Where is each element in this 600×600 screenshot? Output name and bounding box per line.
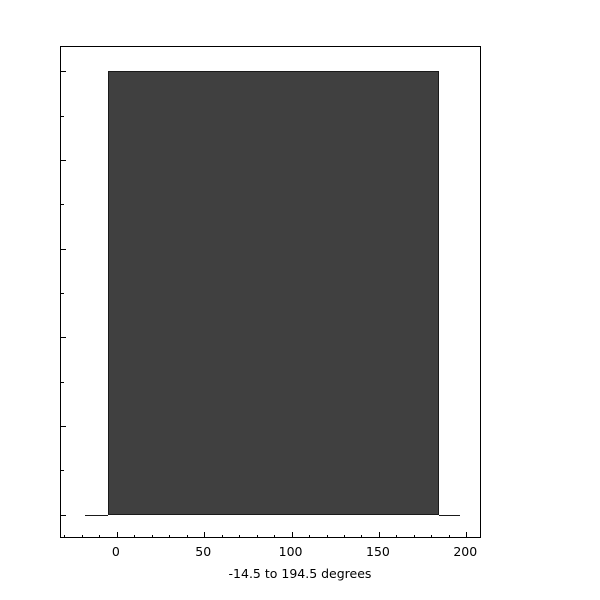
x-axis-minor-tick [81, 534, 83, 538]
x-axis-minor-tick [186, 534, 188, 538]
x-axis-minor-tick [256, 534, 258, 538]
x-axis-minor-tick [151, 534, 153, 538]
x-axis-tick-label: 0 [111, 544, 120, 559]
y-axis-minor-tick [60, 470, 64, 472]
x-axis-minor-tick [343, 534, 345, 538]
x-axis-minor-tick [413, 534, 415, 538]
y-axis-major-tick [60, 514, 66, 516]
y-axis-major-tick [60, 160, 66, 162]
x-axis-minor-tick [448, 534, 450, 538]
x-axis-minor-tick [431, 534, 433, 538]
x-axis-tick-label: 150 [365, 544, 390, 559]
y-axis-major-tick [60, 248, 66, 250]
x-axis-minor-tick [361, 534, 363, 538]
x-axis-minor-tick [239, 534, 241, 538]
x-axis-minor-tick [309, 534, 311, 538]
x-axis-major-tick [116, 532, 118, 538]
y-axis-major-tick [60, 337, 66, 339]
x-axis-minor-tick [221, 534, 223, 538]
baseline-segment [85, 514, 109, 516]
x-axis-major-tick [466, 532, 468, 538]
x-axis-major-tick [378, 532, 380, 538]
x-axis-minor-tick [169, 534, 171, 538]
x-axis-minor-tick [99, 534, 101, 538]
x-axis-minor-tick [134, 534, 136, 538]
y-axis-major-tick [60, 71, 66, 73]
y-axis-minor-tick [60, 293, 64, 294]
plot-data-area [61, 47, 480, 537]
x-axis-tick-label: 200 [453, 544, 478, 559]
y-axis-minor-tick [60, 204, 64, 206]
y-axis-minor-tick [60, 115, 64, 117]
x-axis-minor-tick [64, 534, 66, 538]
x-axis-minor-tick [274, 534, 276, 538]
x-axis-tick-label: 100 [278, 544, 303, 559]
x-axis-major-tick [204, 532, 206, 538]
x-axis-minor-tick [396, 534, 398, 538]
y-axis-major-tick [60, 425, 66, 427]
x-axis-title: -14.5 to 194.5 degrees [228, 566, 372, 581]
x-axis-major-tick [291, 532, 293, 538]
baseline-segment [439, 514, 461, 516]
histogram-bar [108, 71, 440, 515]
x-axis-minor-tick [326, 534, 328, 538]
x-axis-tick-label: 50 [195, 544, 212, 559]
plot-axes-frame [60, 46, 481, 538]
y-axis-minor-tick [60, 381, 64, 383]
